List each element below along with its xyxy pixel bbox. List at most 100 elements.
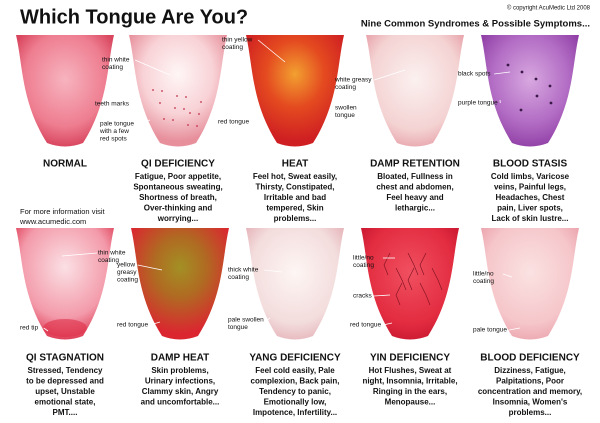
- symptom-line: Fatigue, Poor appetite,: [135, 172, 221, 181]
- pointer: [61, 252, 98, 257]
- tongue-name: QI STAGNATION: [26, 353, 104, 364]
- red-spot: [176, 95, 178, 97]
- symptom-line: Skin problems,: [151, 366, 208, 375]
- red-spot: [152, 89, 154, 91]
- annotation: pale tongue: [100, 121, 134, 128]
- copyright: © copyright AcuMedic Ltd 2008: [507, 5, 591, 12]
- annotation: coating: [335, 84, 356, 91]
- red-spot: [159, 102, 161, 104]
- info-line: For more information visit: [20, 207, 106, 216]
- red-spot: [174, 107, 176, 109]
- pointer: [43, 327, 49, 332]
- tongue: [366, 35, 464, 147]
- tongue-name: BLOOD STASIS: [493, 159, 568, 170]
- symptom-line: Palpitations, Poor: [496, 377, 564, 386]
- pointer: [135, 119, 151, 125]
- annotation: cracks: [353, 293, 373, 300]
- tongue-name: DAMP RETENTION: [370, 159, 460, 170]
- black-spot: [534, 77, 538, 81]
- crack: [419, 252, 427, 276]
- annotation: little/no: [353, 255, 374, 262]
- symptom-line: Cold limbs, Varicose: [491, 172, 570, 181]
- pointer: [382, 322, 393, 326]
- annotation: red spots: [100, 136, 127, 143]
- annotation: coating: [353, 262, 374, 269]
- symptom-line: problems...: [509, 408, 552, 417]
- symptom-line: Feel heavy and: [386, 193, 443, 202]
- symptom-line: Thirsty, Constipated,: [256, 183, 335, 192]
- pointer: [358, 104, 373, 109]
- annotation: pale swollen: [228, 317, 264, 324]
- symptom-line: concentration and memory,: [478, 387, 582, 396]
- symptom-line: Irritable and bad: [264, 193, 326, 202]
- symptom-line: tempered, Skin: [266, 204, 323, 213]
- symptom-line: Over-thinking and: [144, 204, 213, 213]
- symptom-line: Insomnia, Women's: [493, 398, 568, 407]
- annotation: coating: [102, 64, 123, 71]
- subtitle: Nine Common Syndromes & Possible Symptom…: [361, 19, 590, 30]
- tongue-name: NORMAL: [43, 159, 87, 170]
- annotation: red tongue: [350, 322, 381, 329]
- pointer: [373, 294, 391, 297]
- symptom-line: problems...: [274, 214, 317, 223]
- annotation: white greasy: [334, 77, 372, 84]
- pointer: [266, 317, 271, 321]
- symptom-line: Menopause...: [385, 398, 436, 407]
- red-spot: [183, 108, 185, 110]
- red-spot: [172, 119, 174, 121]
- crack: [419, 282, 431, 306]
- annotation: coating: [228, 274, 249, 281]
- red-spot: [196, 125, 198, 127]
- tongue: [481, 35, 579, 147]
- symptom-line: PMT....: [53, 408, 78, 417]
- symptom-line: Clammy skin, Angry: [142, 387, 219, 396]
- annotation: tongue: [228, 324, 248, 331]
- symptom-line: Lack of skin lustre...: [492, 214, 569, 223]
- annotation: greasy: [117, 269, 137, 276]
- red-spot: [161, 90, 163, 92]
- tongue-name: QI DEFICIENCY: [141, 159, 215, 170]
- annotation: pale tongue: [473, 327, 507, 334]
- annotation: thin white: [98, 250, 126, 257]
- crack: [431, 267, 443, 291]
- crack: [395, 267, 407, 291]
- symptom-line: pain, Liver spots,: [497, 204, 563, 213]
- annotation: thin white: [102, 57, 130, 64]
- annotation: coating: [117, 277, 138, 284]
- tongue: [131, 228, 229, 340]
- tongue-name: DAMP HEAT: [151, 353, 210, 364]
- red-spot: [198, 113, 200, 115]
- annotation: thin yellow: [222, 37, 253, 44]
- symptom-line: Feel cold easily, Pale: [255, 366, 335, 375]
- red-spot: [185, 96, 187, 98]
- tongue: [246, 35, 344, 147]
- annotation: red tongue: [218, 119, 249, 126]
- annotation: yellow: [117, 262, 135, 269]
- tongue: [16, 228, 114, 340]
- symptom-line: Hot Flushes, Sweat at: [369, 366, 452, 375]
- symptom-line: and uncomfortable...: [141, 398, 220, 407]
- pointer: [134, 59, 171, 76]
- annotation: red tongue: [117, 322, 148, 329]
- annotation: teeth marks: [95, 101, 130, 108]
- pointer: [131, 103, 141, 107]
- pointer: [137, 264, 163, 271]
- pointer: [149, 321, 161, 326]
- symptom-line: Shortness of breath,: [139, 193, 217, 202]
- tongue-name: YANG DEFICIENCY: [249, 353, 341, 364]
- info-line: www.acumedic.com: [19, 217, 86, 226]
- red-spot: [200, 101, 202, 103]
- pointer: [374, 69, 406, 81]
- symptom-line: night, Insomnia, Irritable,: [362, 377, 457, 386]
- pointer: [494, 71, 511, 75]
- annotation: purple tongue: [458, 100, 498, 107]
- crack: [383, 252, 391, 276]
- symptom-line: Impotence, Infertility...: [253, 408, 337, 417]
- annotation: little/no: [473, 271, 494, 278]
- tongue: [16, 35, 114, 147]
- tongue: [246, 228, 344, 340]
- annotation: coating: [98, 257, 119, 264]
- symptom-line: Tendency to panic,: [259, 387, 331, 396]
- black-spot: [535, 94, 539, 98]
- black-spot: [519, 108, 523, 112]
